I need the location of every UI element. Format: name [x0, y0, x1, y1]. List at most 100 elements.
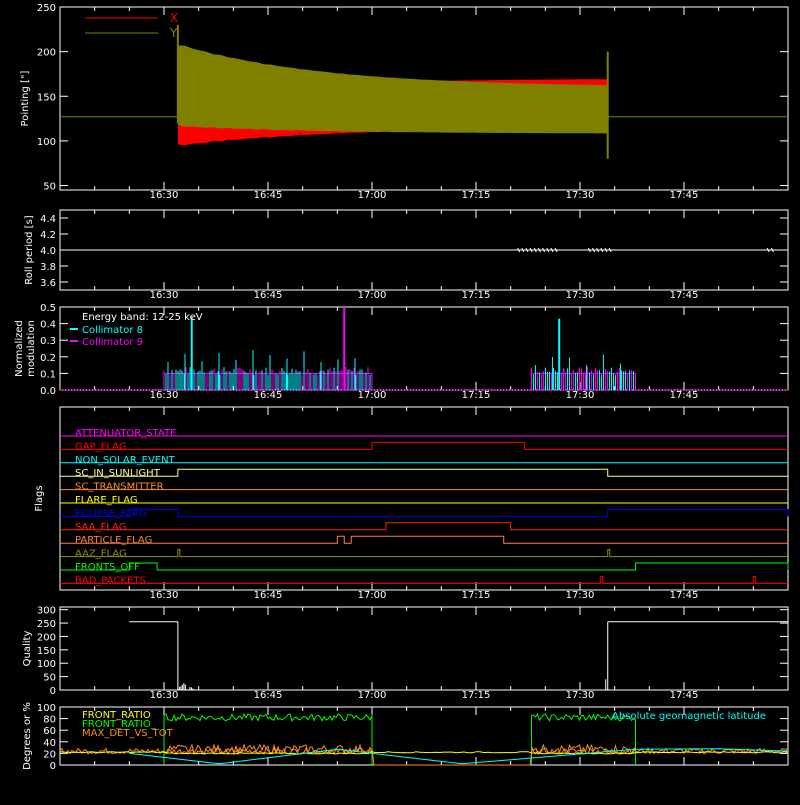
roll-period-xtick-label: 17:00: [358, 290, 387, 301]
modulation-xtick-label: 16:30: [150, 390, 179, 401]
roll-period-jitter: [537, 247, 541, 253]
pointing-xtick-label: 17:15: [462, 190, 491, 201]
quality-ylabel: Quality: [22, 631, 33, 667]
quality-ytick-label: 50: [43, 673, 56, 684]
pointing-ytick-label: 150: [37, 92, 56, 103]
modulation-legend-label-1: Collimator 9: [82, 337, 143, 348]
roll-period-ytick-label: 3.6: [40, 278, 56, 289]
modulation-ytick-label: 0.3: [40, 336, 56, 347]
ratios-orange-window-0: [163, 743, 373, 756]
modulation-ylabel-2: modulation: [26, 320, 37, 377]
ratios-ytick-label: 60: [43, 726, 56, 737]
roll-period-xtick-label: 17:15: [462, 290, 491, 301]
modulation-xtick-label: 17:00: [358, 390, 387, 401]
flags-trace-10: [60, 562, 789, 571]
ratios-ytick-label: 20: [43, 749, 56, 760]
flags-label-8: PARTICLE_FLAG: [75, 535, 152, 546]
ratios-orange: [59, 746, 789, 766]
roll-period-ytick-label: 4.2: [40, 230, 56, 241]
ratios-legend-0: FRONT_RATIO: [82, 710, 151, 721]
flags-label-5: FLARE_FLAG: [75, 495, 138, 506]
flags-ylabel: Flags: [34, 485, 45, 511]
pointing-band-y: [177, 45, 608, 134]
quality-low: [177, 621, 609, 691]
pointing-xtick-label: 16:45: [254, 190, 283, 201]
quality-ytick-label: 300: [37, 606, 56, 617]
modulation-ytick-label: 0.1: [40, 369, 56, 380]
flags-frame: [59, 406, 789, 591]
modulation-legend-label-0: Collimator 8: [82, 325, 143, 336]
flags-trace-9: [60, 549, 788, 558]
ratios-ytick-label: 80: [43, 715, 56, 726]
ratios-green-0: [163, 712, 373, 765]
pointing-legend-label-Y: Y: [169, 26, 178, 40]
quality-ytick-label: 100: [37, 659, 56, 670]
flags-xtick-label: 17:00: [358, 590, 387, 601]
roll-period-jitter: [521, 247, 525, 253]
roll-period-xtick-label: 16:45: [254, 290, 283, 301]
quality-xtick-label: 17:00: [358, 690, 387, 701]
flags-xtick-label: 17:15: [462, 590, 491, 601]
roll-period-jitter: [592, 247, 596, 253]
ratios-ytick-label: 100: [37, 703, 56, 714]
modulation-ytick-label: 0.5: [40, 303, 56, 314]
flags-label-4: SC_TRANSMITTER: [75, 482, 164, 493]
pointing-xtick-label: 17:30: [566, 190, 595, 201]
modulation-ytick-label: 0.0: [40, 386, 56, 397]
quality-ytick-label: 250: [37, 619, 56, 630]
roll-period-jitter: [546, 247, 550, 253]
ratios-ytick-label: 0: [50, 761, 56, 772]
roll-period-jitter: [608, 247, 612, 253]
roll-period-jitter: [766, 247, 770, 253]
flags-trace-7: [60, 522, 788, 531]
roll-period-jitter: [542, 247, 546, 253]
pointing-ytick-label: 200: [37, 48, 56, 59]
modulation-ylabel-1: Normalized: [14, 320, 25, 377]
pointing-ytick-label: 250: [37, 3, 56, 14]
roll-period-ytick-label: 3.8: [40, 262, 56, 273]
flags-trace-8: [60, 535, 788, 544]
ratios-legend-2: MAX_DET_VS_TOT: [82, 728, 174, 739]
flags-label-0: ATTENUATOR_STATE: [75, 428, 176, 439]
roll-period-xtick-label: 17:30: [566, 290, 595, 301]
roll-period-jitter: [517, 247, 521, 253]
roll-period-ylabel: Roll period [s]: [24, 215, 35, 284]
roll-period-ytick-label: 4.0: [40, 246, 56, 257]
quality-xtick-label: 16:30: [150, 690, 179, 701]
flags-trace-6: [60, 508, 789, 517]
roll-period-xtick-label: 17:45: [670, 290, 699, 301]
quality-ytick-label: 0: [50, 686, 56, 697]
pointing-xtick-label: 17:00: [358, 190, 387, 201]
flags-trace-3: [60, 468, 788, 477]
modulation-xtick-label: 17:15: [462, 390, 491, 401]
ratios-legend-1: FRONT_RATIO_: [82, 719, 157, 730]
quality-xtick-label: 16:45: [254, 690, 283, 701]
roll-period-xtick-label: 16:30: [150, 290, 179, 301]
flags-label-1: GAP_FLAG: [75, 441, 127, 452]
pointing-ylabel: Pointing ["]: [20, 70, 31, 126]
roll-period-jitter: [770, 247, 774, 253]
ratios-ylabel: Degrees or %: [22, 702, 33, 770]
flags-xtick-label: 16:30: [150, 590, 179, 601]
pointing-xtick-label: 16:30: [150, 190, 179, 201]
quality-ytick-label: 150: [37, 646, 56, 657]
roll-period-jitter: [525, 247, 529, 253]
ratios-green-1: [530, 713, 636, 765]
roll-period-jitter: [596, 247, 600, 253]
roll-period-jitter: [587, 247, 591, 253]
roll-period-jitter: [600, 247, 604, 253]
flags-trace-11: [60, 575, 788, 584]
quality-ytick-label: 200: [37, 632, 56, 643]
pointing-xtick-label: 17:45: [670, 190, 699, 201]
roll-period-jitter: [529, 247, 533, 253]
flags-label-3: SC_IN_SUNLIGHT: [75, 468, 161, 479]
flags-label-7: SAA_FLAG: [75, 522, 126, 533]
ratios-ytick-label: 40: [43, 738, 56, 749]
modulation-xtick-label: 17:45: [670, 390, 699, 401]
modulation-ytick-label: 0.2: [40, 353, 56, 364]
flags-label-11: BAD_PACKETS: [75, 575, 146, 586]
flags-label-2: NON_SOLAR_EVENT: [75, 455, 176, 466]
